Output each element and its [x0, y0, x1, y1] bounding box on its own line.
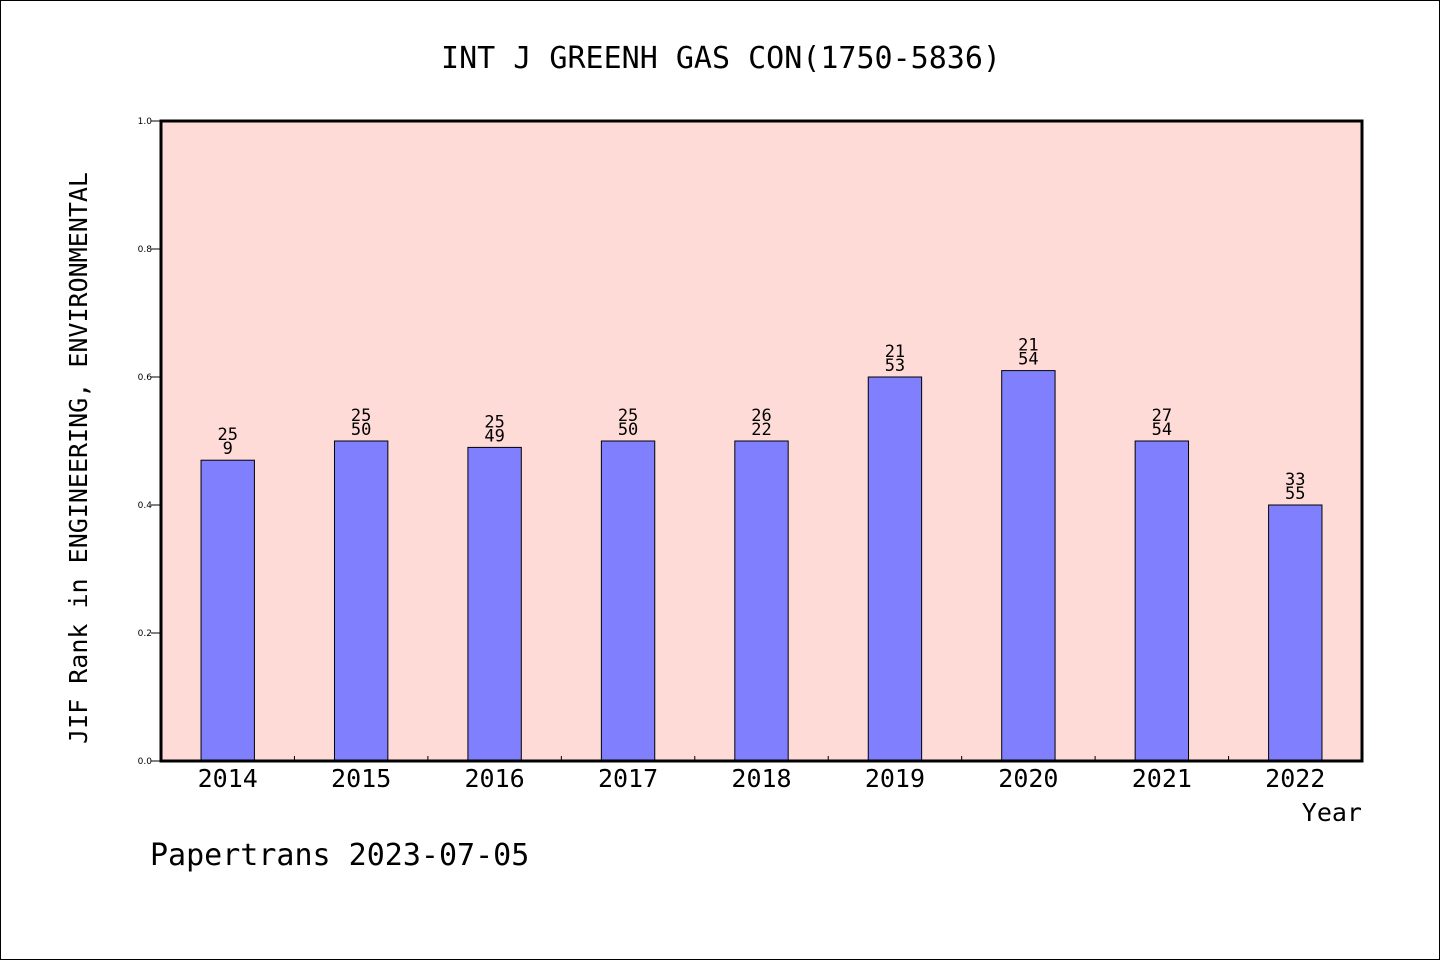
y-tick-label-0.2: 0.2 — [138, 629, 152, 639]
x-tick-label-2021: 2021 — [1132, 764, 1192, 793]
x-tick-label-2016: 2016 — [465, 764, 525, 793]
x-axis: 2014 2015 2016 2017 2018 2019 2020 2021 2022 — [198, 756, 1325, 793]
x-tick-label-2014: 2014 — [198, 764, 258, 793]
x-tick-label-2022: 2022 — [1265, 764, 1325, 793]
bar-label-top-2018: 26 — [751, 406, 771, 426]
x-axis-label: Year — [1302, 798, 1362, 827]
x-tick-label-2020: 2020 — [998, 764, 1058, 793]
bar-label-bottom-2022: 55 — [1285, 484, 1305, 504]
bar-label-bottom-2020: 54 — [1018, 350, 1038, 370]
chart-title: INT J GREENH GAS CON(1750-5836) — [441, 41, 1001, 76]
y-axis-label: JIF Rank in ENGINEERING, ENVIRONMENTAL — [64, 172, 93, 744]
bar-label-bottom-2014: 9 — [223, 439, 233, 459]
bar-2014 — [200, 459, 255, 762]
bar-label-top-2017: 25 — [618, 406, 638, 426]
y-tick-label-0.8: 0.8 — [138, 245, 153, 255]
bar-label-bottom-2021: 54 — [1152, 420, 1172, 440]
x-tick-label-2015: 2015 — [331, 764, 391, 793]
bar-2015 — [333, 440, 389, 762]
y-tick-label-0.0: 0.0 — [138, 757, 153, 767]
footer-credit: Papertrans 2023-07-05 — [150, 838, 529, 873]
bar-label-bottom-2015: 50 — [351, 420, 371, 440]
bar-2019 — [867, 376, 923, 762]
bar-2020 — [1001, 370, 1056, 762]
bar-2022 — [1268, 504, 1323, 762]
y-tick-label-0.6: 0.6 — [138, 373, 153, 383]
bar-label-top-2019: 21 — [885, 342, 905, 362]
bar-2021 — [1134, 440, 1190, 762]
bar-2017 — [600, 440, 656, 762]
x-tick-label-2017: 2017 — [598, 764, 658, 793]
bar-label-top-2016: 25 — [484, 412, 504, 432]
x-tick-label-2019: 2019 — [865, 764, 925, 793]
bars-group — [200, 370, 1323, 762]
bar-label-top-2022: 33 — [1285, 470, 1305, 490]
bar-label-bottom-2018: 22 — [751, 420, 771, 440]
x-tick-label-2018: 2018 — [731, 764, 791, 793]
bar-2016 — [467, 446, 522, 762]
bar-label-top-2021: 27 — [1152, 406, 1172, 426]
bar-label-top-2020: 21 — [1018, 336, 1038, 356]
bar-label-bottom-2017: 50 — [618, 420, 638, 440]
bar-label-bottom-2016: 49 — [484, 426, 504, 446]
y-tick-label-0.4: 0.4 — [138, 501, 153, 511]
bar-label-top-2015: 25 — [351, 406, 371, 426]
y-axis: 0.0 0.2 0.4 0.6 0.8 1.0 — [138, 117, 161, 767]
plot-frame — [159, 119, 1364, 763]
bar-label-top-2014: 25 — [217, 425, 237, 445]
y-tick-label-1.0: 1.0 — [138, 117, 153, 127]
bar-2018 — [734, 440, 789, 762]
bar-label-bottom-2019: 53 — [885, 356, 905, 376]
